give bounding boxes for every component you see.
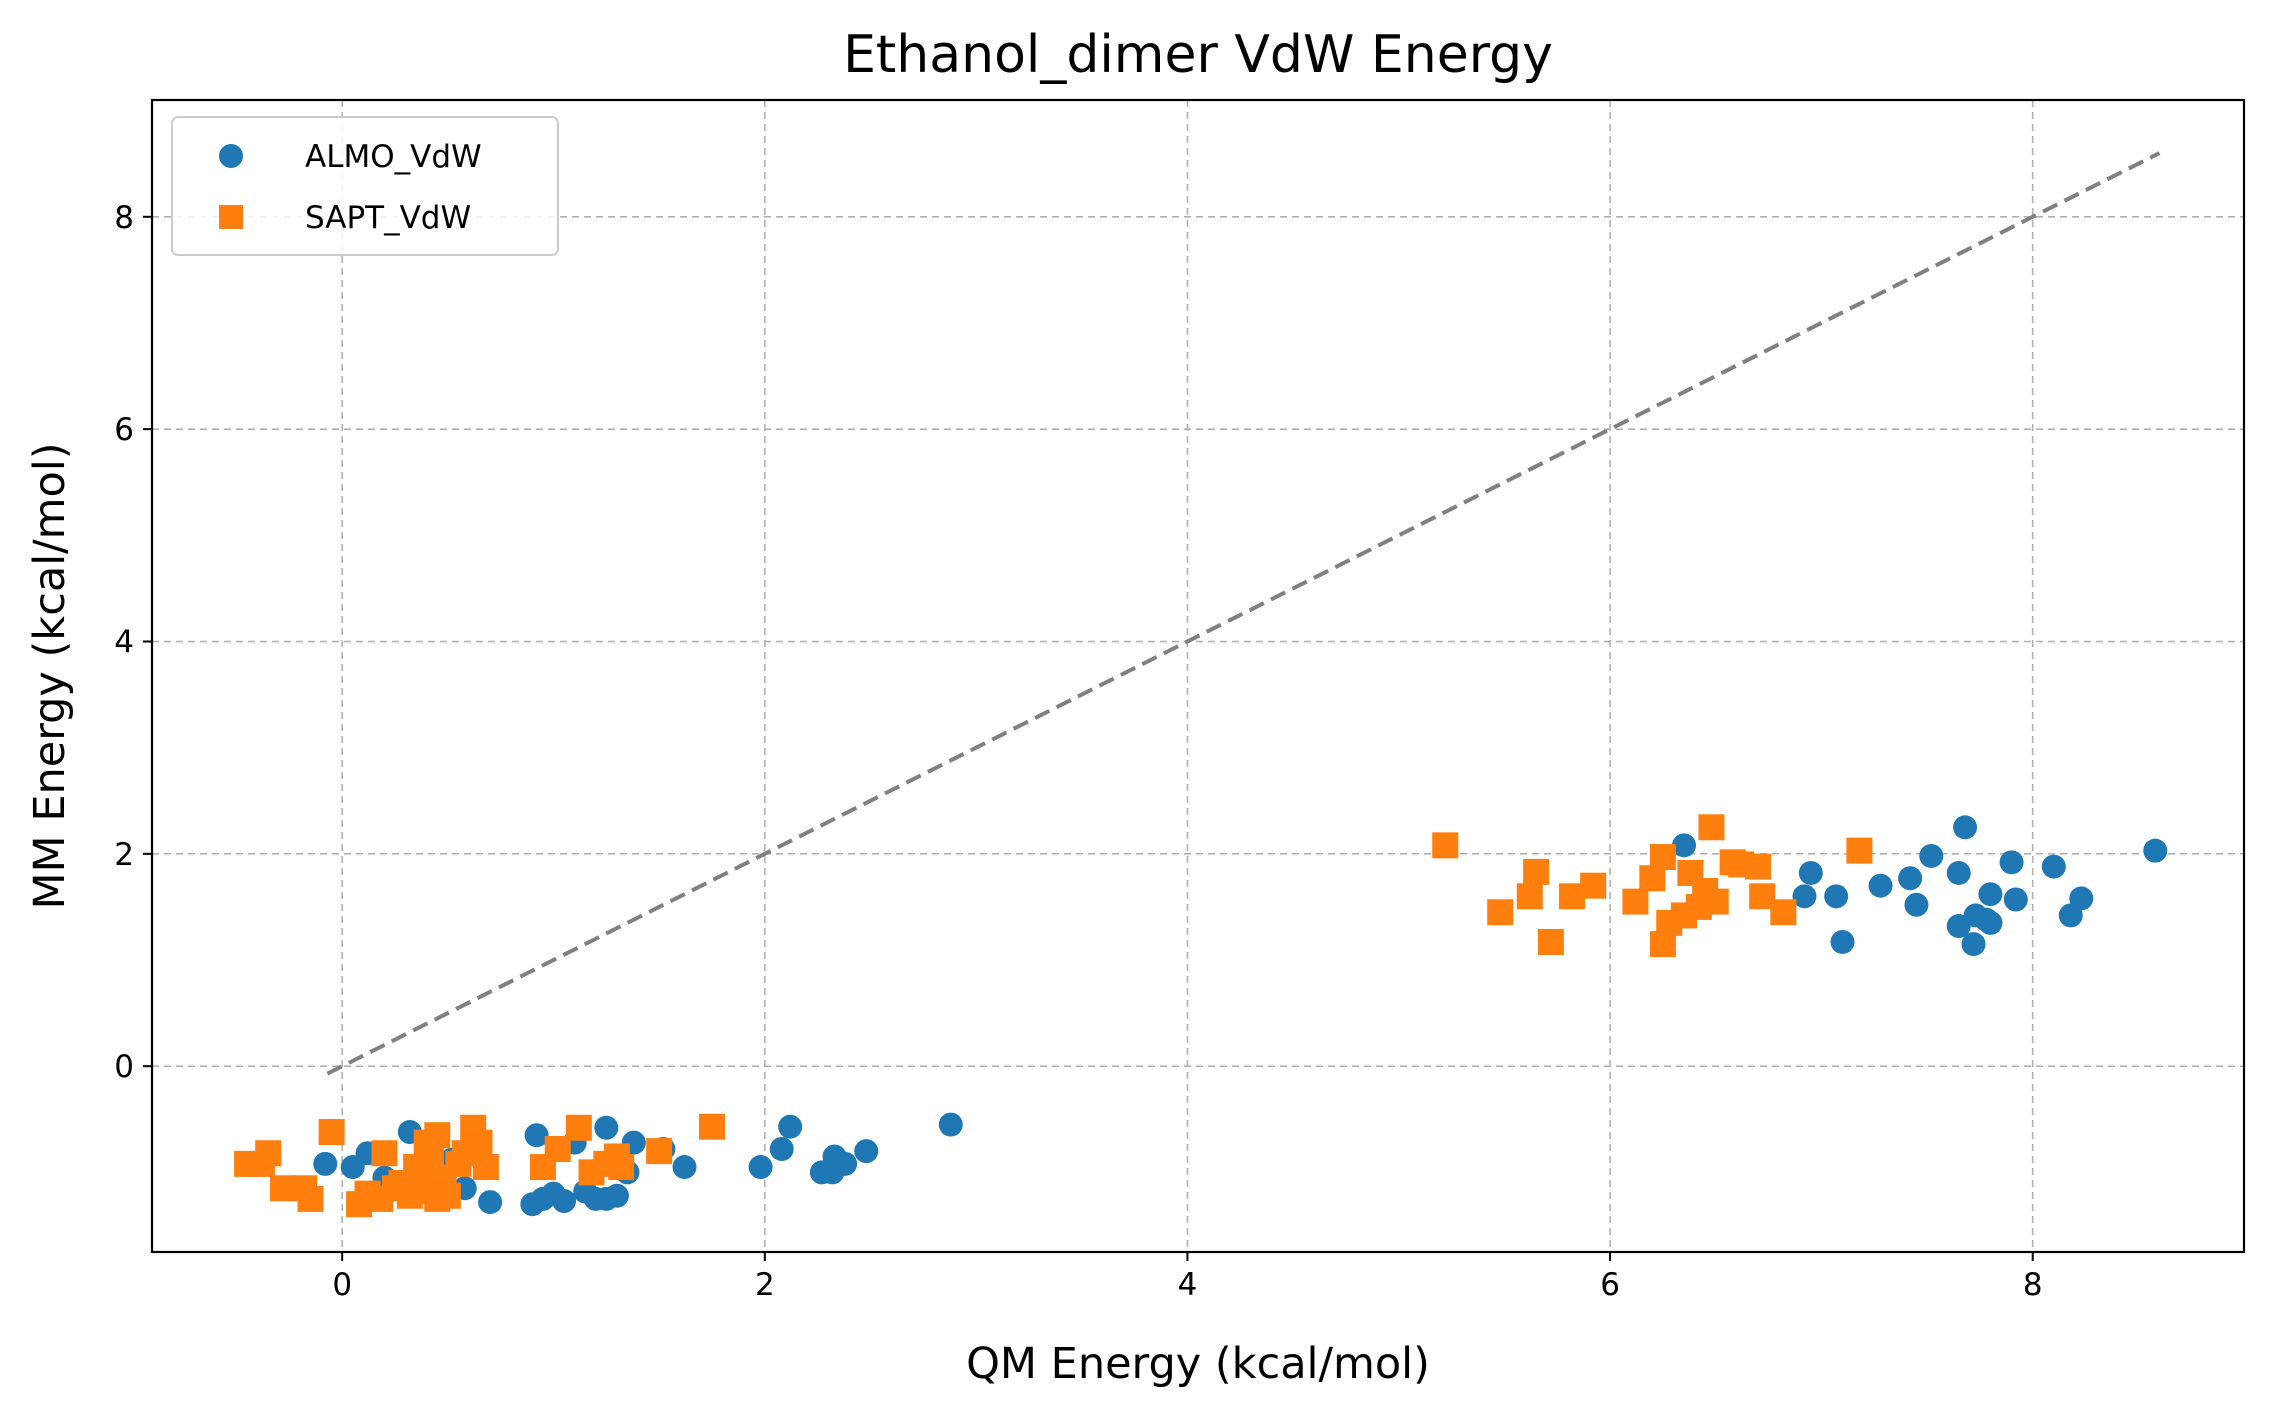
data-point <box>1846 837 1873 864</box>
data-point <box>1868 873 1893 898</box>
x-axis-label: QM Energy (kcal/mol) <box>966 1339 1430 1389</box>
data-point <box>1672 833 1697 858</box>
data-point <box>769 1137 794 1162</box>
data-point <box>1649 844 1676 871</box>
reference-line-layer <box>326 151 2161 1076</box>
data-point <box>1537 928 1564 955</box>
data-point <box>1798 860 1823 885</box>
data-point <box>1792 884 1817 909</box>
data-point <box>1487 899 1514 926</box>
data-point <box>371 1140 398 1167</box>
data-point <box>1946 860 1971 885</box>
data-point <box>1622 888 1649 915</box>
data-point <box>1961 932 1986 957</box>
data-point <box>1978 910 2003 935</box>
data-point <box>2143 838 2168 863</box>
identity-reference-line <box>326 151 2161 1076</box>
legend-label-sapt: SAPT_VdW <box>305 200 471 236</box>
data-point <box>854 1139 879 1164</box>
data-point <box>1702 888 1729 915</box>
legend-label-almo: ALMO_VdW <box>305 139 482 175</box>
data-point <box>478 1190 503 1215</box>
data-point <box>604 1183 629 1208</box>
data-point <box>833 1151 858 1176</box>
data-points <box>234 814 2168 1218</box>
data-point <box>1999 850 2024 875</box>
data-point <box>594 1115 619 1140</box>
data-point <box>1830 929 1855 954</box>
data-point <box>2069 886 2094 911</box>
data-point <box>466 1129 493 1156</box>
data-point <box>1698 814 1725 841</box>
data-point <box>524 1123 549 1148</box>
data-point <box>1744 853 1771 880</box>
y-tick-label: 4 <box>114 624 134 660</box>
y-tick-label: 0 <box>114 1049 134 1085</box>
x-tick-label: 4 <box>1178 1267 1198 1303</box>
data-point <box>1523 858 1550 885</box>
legend-marker-almo <box>219 144 243 168</box>
data-point <box>1516 883 1543 910</box>
x-tick-label: 0 <box>332 1267 352 1303</box>
data-point <box>1919 843 1944 868</box>
x-tick-label: 6 <box>1600 1267 1620 1303</box>
axes-frame <box>150 98 2246 1254</box>
data-point <box>255 1140 282 1167</box>
y-tick-label: 2 <box>114 837 134 873</box>
data-point <box>938 1112 963 1137</box>
y-tick-label: 8 <box>114 200 134 236</box>
data-point <box>297 1185 324 1212</box>
data-point <box>748 1155 773 1180</box>
legend: ALMO_VdW SAPT_VdW <box>171 116 559 256</box>
data-point <box>552 1189 577 1214</box>
legend-marker-sapt <box>219 205 243 229</box>
data-point <box>472 1154 499 1181</box>
y-tick-label: 6 <box>114 412 134 448</box>
data-point <box>1432 832 1459 859</box>
grid-lines <box>152 100 2244 1252</box>
chart-title: Ethanol_dimer VdW Energy <box>843 25 1553 85</box>
y-axis-label: MM Energy (kcal/mol) <box>25 442 75 909</box>
x-tick-label: 8 <box>2023 1267 2043 1303</box>
data-point <box>608 1154 635 1181</box>
data-point <box>1953 815 1978 840</box>
axis-ticks: 0 2 4 6 8 0 2 4 6 8 <box>114 200 2042 1303</box>
data-point <box>698 1113 725 1140</box>
data-point <box>672 1155 697 1180</box>
data-point <box>1904 892 1929 917</box>
data-point <box>424 1122 451 1149</box>
data-point <box>1580 872 1607 899</box>
data-point <box>1824 884 1849 909</box>
data-point <box>1978 882 2003 907</box>
data-point <box>1770 899 1797 926</box>
data-point <box>313 1151 338 1176</box>
series-sapt-vdw <box>234 814 1873 1218</box>
data-point <box>434 1182 461 1209</box>
data-point <box>646 1138 673 1165</box>
data-point <box>565 1114 592 1141</box>
data-point <box>2003 887 2028 912</box>
legend-box <box>171 116 559 256</box>
data-point <box>2041 854 2066 879</box>
data-point <box>778 1114 803 1139</box>
x-tick-label: 2 <box>755 1267 775 1303</box>
data-point <box>1898 866 1923 891</box>
data-point <box>318 1119 345 1146</box>
